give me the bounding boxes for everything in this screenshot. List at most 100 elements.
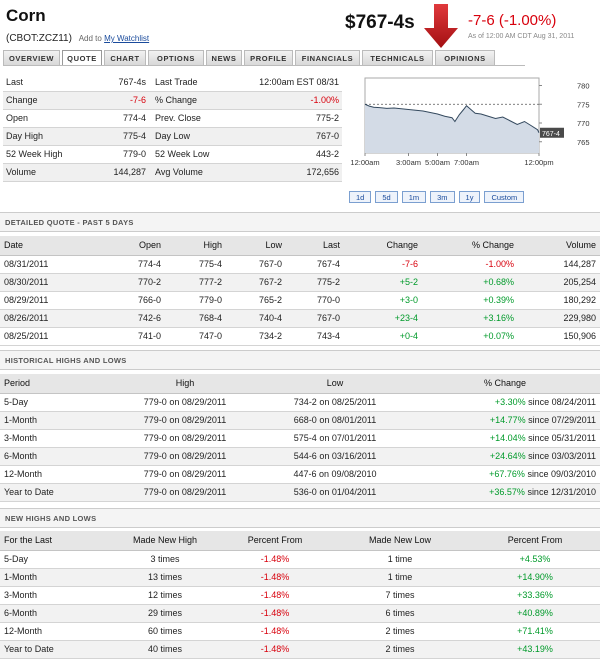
chart-series-line — [364, 103, 540, 133]
quote-label: Prev. Close — [149, 109, 249, 128]
table-cell: 08/29/2011 — [0, 291, 95, 310]
table-cell: -1.48% — [220, 550, 330, 569]
since-date: since 07/29/2011 — [528, 415, 596, 425]
table-cell: 742-6 — [95, 309, 165, 328]
tab-quote[interactable]: QUOTE — [62, 50, 102, 65]
table-cell: 150,906 — [518, 327, 600, 346]
quote-label: % Change — [149, 91, 249, 110]
table-cell: 767-4 — [286, 255, 344, 274]
table-cell: +43.19% — [470, 640, 600, 659]
table-row: 08/31/2011 774-4 775-4 767-0 767-4 -7-6 -1.00%… — [0, 255, 600, 274]
chart-y-tick-label: 765 — [577, 138, 590, 147]
since-date: since 05/31/2011 — [528, 433, 596, 443]
table-cell: 734-2 on 08/25/2011 — [260, 393, 410, 412]
price-change: -7-6 (-1.00%) — [468, 12, 557, 29]
percent-change-value: +14.77% — [489, 415, 526, 425]
percent-change-value: +3.30% — [494, 397, 526, 407]
tab-technicals[interactable]: TECHNICALS — [362, 50, 433, 65]
percent-change-cell: +3.30% since 08/24/2011 — [410, 393, 600, 412]
quote-label: Open — [3, 109, 91, 128]
chart-x-tick-label: 12:00pm — [524, 158, 553, 167]
table-cell: 767-2 — [226, 273, 286, 292]
percent-change-cell: +14.04% since 05/31/2011 — [410, 429, 600, 448]
since-date: since 08/24/2011 — [528, 397, 596, 407]
table-cell: 779-0 on 08/29/2011 — [110, 393, 260, 412]
column-header: Made New High — [110, 531, 220, 551]
since-date: since 12/31/2010 — [527, 487, 596, 497]
range-button-1m[interactable]: 1m — [401, 191, 427, 203]
table-cell: +0-4 — [344, 327, 422, 346]
percent-change-value: +24.64% — [489, 451, 526, 461]
range-button-1y[interactable]: 1y — [458, 191, 481, 203]
table-cell: 775-4 — [165, 255, 226, 274]
table-cell: 770-2 — [95, 273, 165, 292]
table-cell: -1.48% — [220, 622, 330, 641]
table-cell: 3-Month — [0, 429, 110, 448]
column-header: Low — [226, 236, 286, 256]
range-button-3m[interactable]: 3m — [430, 191, 455, 203]
quote-tabs: OVERVIEW QUOTE CHART OPTIONS NEWS PROFILE FINA… — [3, 50, 525, 66]
quote-label: 52 Week Low — [149, 145, 249, 164]
column-header: % Change — [422, 236, 518, 256]
percent-change-value: +67.76% — [489, 469, 525, 479]
table-cell: 6-Month — [0, 447, 110, 466]
range-button-5d[interactable]: 5d — [375, 191, 398, 203]
table-cell: 1-Month — [0, 411, 110, 430]
quote-label: Last Trade — [149, 73, 249, 92]
table-cell: 7 times — [330, 586, 470, 605]
tab-chart[interactable]: CHART — [104, 50, 146, 65]
since-date: since 09/03/2010 — [527, 469, 596, 479]
table-cell: 60 times — [110, 622, 220, 641]
quote-row: Open 774-4 Prev. Close 775-2 — [3, 109, 342, 128]
table-cell: 775-2 — [286, 273, 344, 292]
table-cell: 777-2 — [165, 273, 226, 292]
chart-x-tick-label: 7:00am — [454, 158, 479, 167]
range-button-custom[interactable]: Custom — [484, 191, 525, 203]
quote-summary-table: Last 767-4s Last Trade 12:00am EST 08/31 Cha… — [3, 73, 342, 182]
chart-y-tick-label: 780 — [577, 82, 590, 91]
table-cell: +14.90% — [470, 568, 600, 587]
table-cell: 40 times — [110, 640, 220, 659]
quote-value: 767-4s — [91, 73, 149, 92]
range-button-1d[interactable]: 1d — [349, 191, 372, 203]
table-row: 3-Month 779-0 on 08/29/2011 575-4 on 07/01… — [0, 429, 600, 448]
detailed-quote-heading: DETAILED QUOTE - PAST 5 DAYS — [0, 212, 600, 232]
table-cell: 779-0 — [165, 291, 226, 310]
tab-financials[interactable]: FINANCIALS — [295, 50, 360, 65]
since-date: since 03/03/2011 — [528, 451, 596, 461]
table-cell: Year to Date — [0, 483, 110, 502]
table-cell: Year to Date — [0, 640, 110, 659]
column-header: Last — [286, 236, 344, 256]
table-cell: 779-0 on 08/29/2011 — [110, 447, 260, 466]
detailed-quote-table: Date Open High Low Last Change% Change Volume … — [0, 236, 600, 346]
tab-opinions[interactable]: OPINIONS — [435, 50, 495, 65]
table-cell: +71.41% — [470, 622, 600, 641]
table-cell: 774-4 — [95, 255, 165, 274]
percent-change-cell: +14.77% since 07/29/2011 — [410, 411, 600, 430]
column-header: Made New Low — [330, 531, 470, 551]
table-cell: +23-4 — [344, 309, 422, 328]
quote-value: 767-0 — [249, 127, 342, 146]
tab-news[interactable]: NEWS — [206, 50, 242, 65]
table-row: 08/30/2011 770-2 777-2 767-2 775-2 +5-2 +0.68%… — [0, 273, 600, 292]
intraday-chart: 780 775 770 765 767-4 12:00am 3:00am 5:00am 7:00… — [350, 77, 590, 167]
quote-value: 144,287 — [91, 163, 149, 182]
table-cell: -1.48% — [220, 604, 330, 623]
tab-options[interactable]: OPTIONS — [148, 50, 204, 65]
table-row: 12-Month 779-0 on 08/29/2011 447-6 on 09/0… — [0, 465, 600, 484]
table-cell: 12-Month — [0, 622, 110, 641]
table-cell: 2 times — [330, 622, 470, 641]
quote-label: Day High — [3, 127, 91, 146]
table-cell: 536-0 on 01/04/2011 — [260, 483, 410, 502]
table-cell: -7-6 — [344, 255, 422, 274]
quote-row: Day High 775-4 Day Low 767-0 — [3, 127, 342, 146]
table-cell: 6 times — [330, 604, 470, 623]
page-title: Corn — [6, 6, 46, 25]
watchlist-link[interactable]: My Watchlist — [104, 34, 150, 43]
table-cell: +4.53% — [470, 550, 600, 569]
tab-profile[interactable]: PROFILE — [244, 50, 293, 65]
tab-overview[interactable]: OVERVIEW — [3, 50, 60, 65]
table-cell: 741-0 — [95, 327, 165, 346]
table-cell: +3.16% — [422, 309, 518, 328]
table-cell: 747-0 — [165, 327, 226, 346]
